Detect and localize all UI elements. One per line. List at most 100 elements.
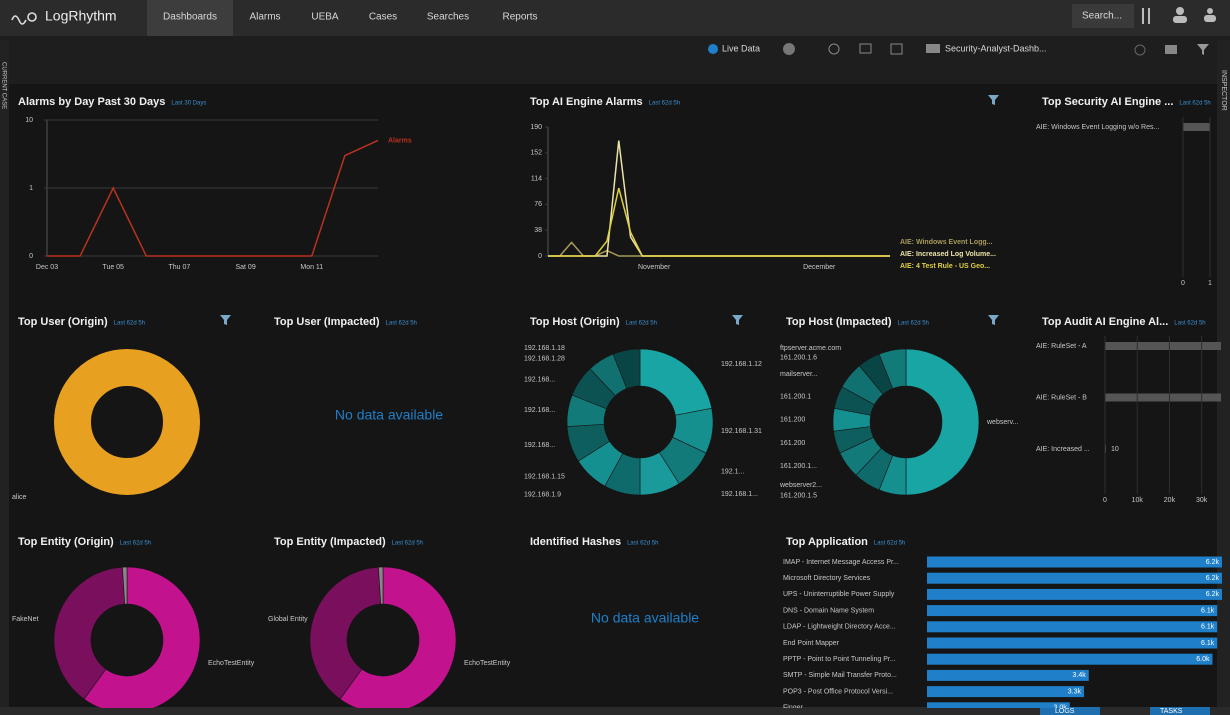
widget-subtitle: Last 62d 5h [392,541,423,547]
donut-slice[interactable] [905,348,980,496]
logs-tab[interactable] [1040,707,1100,715]
bar[interactable] [1105,342,1221,350]
nav-tab[interactable]: Reports [502,12,537,23]
print-icon[interactable] [1165,45,1177,54]
legend-entry[interactable]: Alarms [388,137,412,144]
user-icon[interactable] [1176,7,1184,15]
nav-tab[interactable]: Searches [427,12,469,23]
filter-icon[interactable] [732,315,743,325]
bar[interactable] [927,556,1222,568]
filter-icon[interactable] [220,315,231,325]
share-icon-body[interactable] [1204,15,1216,22]
bar[interactable] [927,637,1218,649]
data-label: 10 [1111,446,1119,453]
nav-tab[interactable]: Dashboards [163,12,217,23]
widget-title[interactable]: Top Security AI Engine ... [1042,96,1173,108]
widget-title[interactable]: Top Host (Impacted) [786,316,892,328]
widget-title[interactable]: Identified Hashes [530,536,621,548]
export-icon[interactable] [890,43,903,55]
donut-slice[interactable] [612,348,641,389]
search-placeholder[interactable]: Search... [1082,11,1122,22]
widget-title[interactable]: Top Application [786,536,868,548]
donut-slice[interactable] [54,349,200,495]
widget-title[interactable]: Top AI Engine Alarms [530,96,643,108]
slice-label: 192.168.1.28 [524,356,565,363]
legend-entry[interactable]: AIE: Increased Log Volume... [900,251,996,258]
legend-entry[interactable]: AIE: Windows Event Logg... [900,239,993,246]
bar[interactable] [927,702,1070,713]
widget: Top User (Impacted) Last 62d 5h No data av… [274,316,443,423]
bar[interactable] [927,653,1213,665]
live-indicator[interactable] [708,44,718,54]
widget-title[interactable]: Alarms by Day Past 30 Days [18,96,165,108]
widget-title[interactable]: Top Entity (Origin) [18,536,114,548]
bar[interactable] [927,572,1222,584]
bar[interactable] [927,669,1089,681]
widget-subtitle: Last 62d 5h [898,321,929,327]
donut-slice[interactable] [639,348,713,416]
bar-label: AIE: RuleSet - A [1036,343,1087,350]
bar-label: DNS - Domain Name System [783,607,874,614]
widget-subtitle: Last 62d 5h [120,541,151,547]
slice-label: FakeNet [12,616,39,623]
widget-title[interactable]: Top User (Impacted) [274,316,380,328]
donut-slice[interactable] [83,566,201,713]
x-tick-label: November [638,264,671,271]
search-box[interactable] [1072,4,1134,28]
nav-tab[interactable]: Alarms [249,12,280,23]
bar[interactable] [927,588,1222,600]
slice-label: ftpserver.acme.com [780,345,841,352]
user-icon-body[interactable] [1173,16,1187,23]
widget-title[interactable]: Top Audit AI Engine Al... [1042,316,1168,328]
undo-icon[interactable] [1134,44,1146,56]
donut-slice[interactable] [878,348,907,389]
settings-icon[interactable] [1148,8,1150,24]
nav-tab[interactable]: UEBA [311,12,339,23]
logs-label[interactable]: LOGS [1055,708,1075,715]
widget-subtitle: Last 30 Days [171,101,206,107]
data-label: 6.1k [1201,607,1215,614]
bar[interactable] [927,686,1085,698]
filter-icon[interactable] [988,95,999,105]
chat-icon[interactable] [859,43,872,54]
bar-label: AIE: Increased ... [1036,446,1090,453]
right-strip-label[interactable]: INSPECTOR [1220,70,1227,111]
slice-label: alice [12,494,27,501]
live-data[interactable]: Live Data [722,43,760,53]
y-tick-label: 0 [538,253,542,260]
donut-slice[interactable] [378,566,384,605]
pause-button[interactable] [783,43,795,55]
filter-icon[interactable] [988,315,999,325]
series-line [548,187,890,257]
donut-slice[interactable] [309,566,382,700]
no-data-message: No data available [591,610,699,626]
bar-label: SMTP - Simple Mail Transfer Proto... [783,672,897,679]
widget-title[interactable]: Top User (Origin) [18,316,108,328]
widget-title[interactable]: Top Host (Origin) [530,316,620,328]
nav-tab[interactable]: Cases [369,12,397,23]
donut-slice[interactable] [122,566,128,605]
dashboard-name[interactable]: Security-Analyst-Dashb... [945,43,1047,53]
bar[interactable] [1183,123,1210,131]
widget: Top Entity (Impacted) Last 62d 5h EchoTest… [268,536,511,713]
clock-icon[interactable] [828,43,840,55]
bar[interactable] [927,605,1218,617]
legend-entry[interactable]: AIE: 4 Test Rule - US Geo... [900,263,990,270]
left-strip-label[interactable]: CURRENT CASE [0,62,6,109]
widget-body: webserv... 161.200.1.5 webserver2... 161.20… [779,345,1018,499]
bar[interactable] [1105,393,1221,402]
bar[interactable] [927,621,1218,633]
share-icon[interactable] [1207,8,1213,14]
x-tick-label: Sat 09 [235,264,255,271]
donut-slice[interactable] [53,566,126,700]
bar-label: Microsoft Directory Services [783,575,871,582]
tasks-label[interactable]: TASKS [1160,708,1183,715]
settings-icon[interactable] [1142,8,1144,24]
slice-label: 161.200.1... [780,463,817,470]
filter-icon[interactable] [1197,44,1209,55]
tasks-tab[interactable] [1150,707,1210,715]
donut-slice[interactable] [339,566,457,713]
widget-title[interactable]: Top Entity (Impacted) [274,536,386,548]
widget-body: No data available [591,610,699,626]
